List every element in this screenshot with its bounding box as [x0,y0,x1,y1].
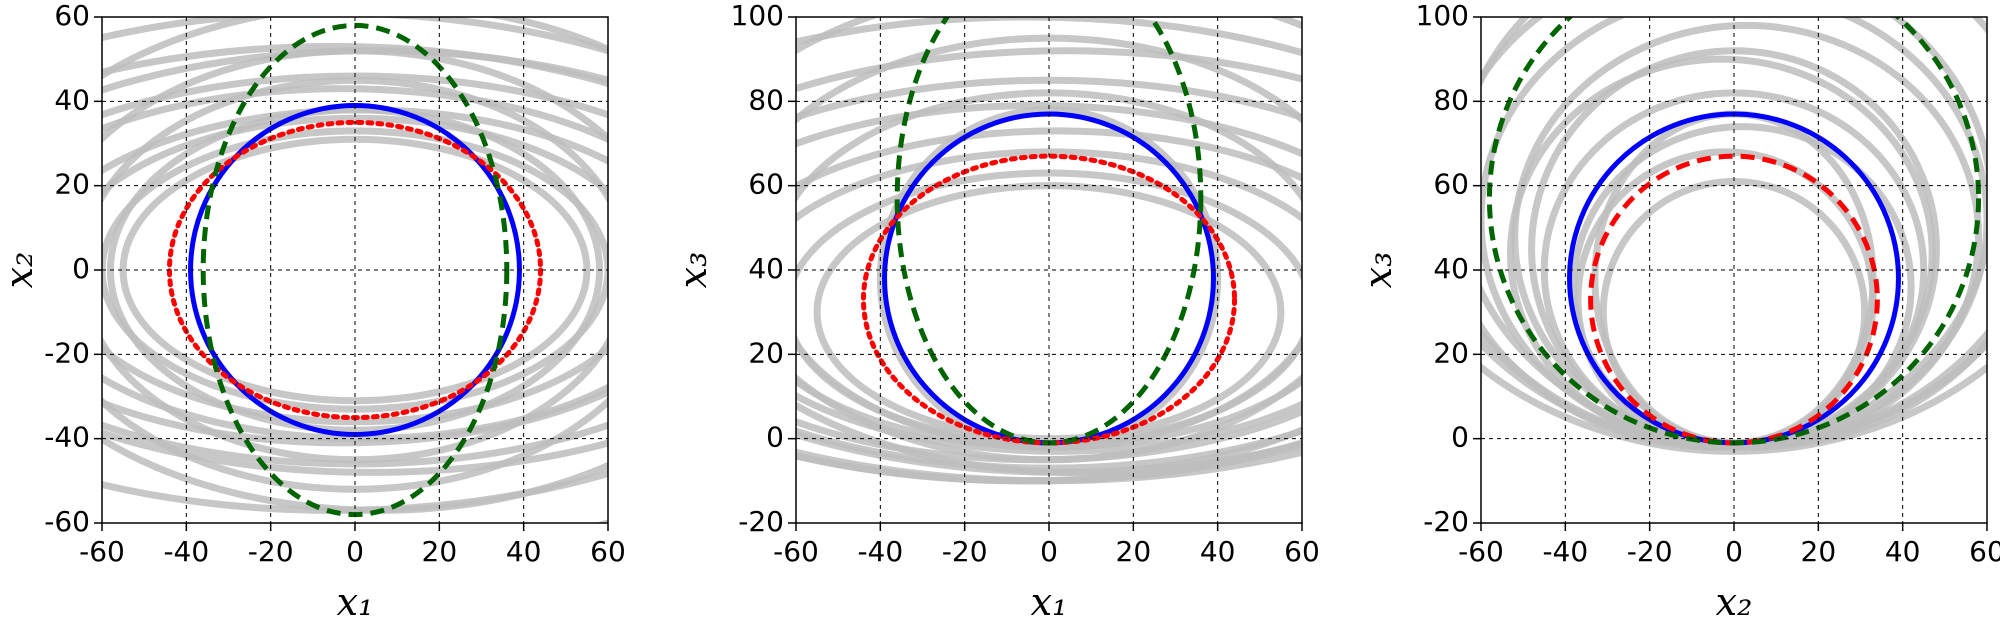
x-tick-label: 20 [422,535,458,568]
y-tick-label: 60 [54,0,90,32]
y-tick-label: 80 [748,83,784,116]
background-ellipse [796,439,1302,485]
x-tick-label: 20 [1116,535,1152,568]
y-tick-label: -20 [44,336,90,369]
y-tick-label: 0 [766,421,784,454]
x-tick-label: 0 [1725,535,1743,568]
y-tick-label: 0 [72,252,90,285]
x-tick-label: 0 [1040,535,1058,568]
y-tick-label: 60 [748,168,784,201]
y-tick-label: 40 [748,252,784,285]
axes-frame [101,16,609,524]
y-tick-label: -60 [44,505,90,538]
x-axis-label: x₁ [1031,580,1068,622]
y-tick-label: 60 [1433,168,1469,201]
axes-frame [1480,16,1988,524]
y-tick-label: 0 [1451,421,1469,454]
x-tick-label: -20 [942,535,988,568]
x-tick-label: -40 [163,535,209,568]
background-ellipse [796,448,1302,485]
x-tick-label: -20 [248,535,294,568]
x-tick-label: 40 [506,535,542,568]
x-tick-label: 20 [1801,535,1837,568]
x-tick-label: -40 [857,535,903,568]
x-tick-label: 60 [1969,535,2000,568]
x-tick-label: -40 [1542,535,1588,568]
plot-area [1481,17,1987,455]
y-tick-label: 100 [731,0,784,32]
y-tick-label: 40 [1433,252,1469,285]
x-axis-label: x₁ [337,580,374,622]
x-tick-label: -60 [773,535,819,568]
y-axis-label: x₃ [671,252,715,289]
y-tick-label: 20 [1433,336,1469,369]
y-tick-label: 100 [1416,0,1469,32]
background-ellipse [796,17,1302,485]
x-tick-label: 60 [590,535,626,568]
y-tick-label: 20 [748,336,784,369]
plot-area [796,17,1302,485]
background-ellipse [796,127,1302,455]
axes-frame [795,16,1303,524]
x-tick-label: -20 [1627,535,1673,568]
x-axis-label: x₂ [1716,580,1753,622]
x-tick-label: -60 [1458,535,1504,568]
panel: -60 -40 -20 0 20 40 60 -20 0 20 40 60 80 100 x₁ x₃ [671,0,1320,622]
y-axis-label: x₂ [0,252,41,289]
x-tick-label: 60 [1284,535,1320,568]
x-tick-label: -60 [79,535,125,568]
panel: -60 -40 -20 0 20 40 60 -60 -40 -20 0 20 40 60 x₁ x₂ [0,0,626,622]
y-tick-label: 40 [54,83,90,116]
y-axis-label: x₃ [1356,252,1400,289]
x-tick-label: 0 [346,535,364,568]
y-tick-label: -20 [1423,505,1469,538]
x-tick-label: 40 [1885,535,1921,568]
panel: -60 -40 -20 0 20 40 60 -20 0 20 40 60 80 100 x₂ x₃ [1356,0,2000,622]
background-ellipse [876,106,1222,451]
y-tick-label: 20 [54,168,90,201]
y-tick-label: 80 [1433,83,1469,116]
background-ellipse [102,85,608,447]
background-ellipse [796,17,1302,476]
x-tick-label: 40 [1200,535,1236,568]
background-ellipse [102,114,608,426]
y-tick-label: -20 [738,505,784,538]
y-tick-label: -40 [44,421,90,454]
